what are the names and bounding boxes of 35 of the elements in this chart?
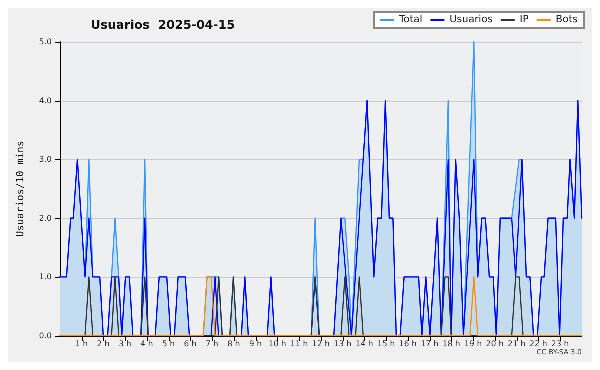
x-tick-label: 20 h xyxy=(486,340,504,348)
x-tick-label: 10 h xyxy=(268,340,286,348)
chart-title: Usuarios 2025-04-15 xyxy=(91,18,236,32)
x-tick-label: 3 h xyxy=(118,340,132,348)
y-tick-label: 4.0 xyxy=(39,96,52,106)
x-tick-label: 11 h xyxy=(290,340,308,348)
x-tick-label: 2 h xyxy=(97,340,110,348)
x-tick-label: 21 h xyxy=(508,340,526,348)
y-tick-label: 0.0 xyxy=(39,332,52,340)
x-tick-label: 23 h xyxy=(551,340,570,348)
x-tick-label: 8 h xyxy=(228,340,240,348)
x-tick-label: 14 h xyxy=(356,340,374,348)
x-tick-label: 19 h xyxy=(464,340,482,348)
legend-label: Usuarios xyxy=(450,14,493,26)
x-tick-label: 16 h xyxy=(399,340,417,348)
legend-label: Total xyxy=(398,14,423,26)
y-tick-label: 1.0 xyxy=(39,272,52,282)
x-tick-label: 15 h xyxy=(377,340,396,348)
x-tick-label: 13 h xyxy=(334,340,352,348)
x-tick-label: 9 h xyxy=(249,340,262,348)
x-tick-label: 22 h xyxy=(530,340,548,348)
x-tick-label: 1 h xyxy=(75,340,88,348)
y-axis-title: Usuarios/10 mins xyxy=(16,140,26,238)
x-tick-label: 4 h xyxy=(140,340,154,348)
x-tick-label: 18 h xyxy=(442,340,460,348)
y-tick-label: 3.0 xyxy=(39,155,52,164)
x-tick-label: 12 h xyxy=(312,340,330,348)
x-tick-label: 5 h xyxy=(162,340,176,348)
x-tick-label: 17 h xyxy=(420,340,439,348)
x-tick-label: 6 h xyxy=(184,340,197,348)
y-tick-label: 2.0 xyxy=(39,214,52,223)
legend-label: IP xyxy=(520,14,529,26)
y-tick-label: 5.0 xyxy=(39,38,52,46)
x-tick-label: 7 h xyxy=(206,340,219,348)
legend-label: Bots xyxy=(556,14,578,26)
